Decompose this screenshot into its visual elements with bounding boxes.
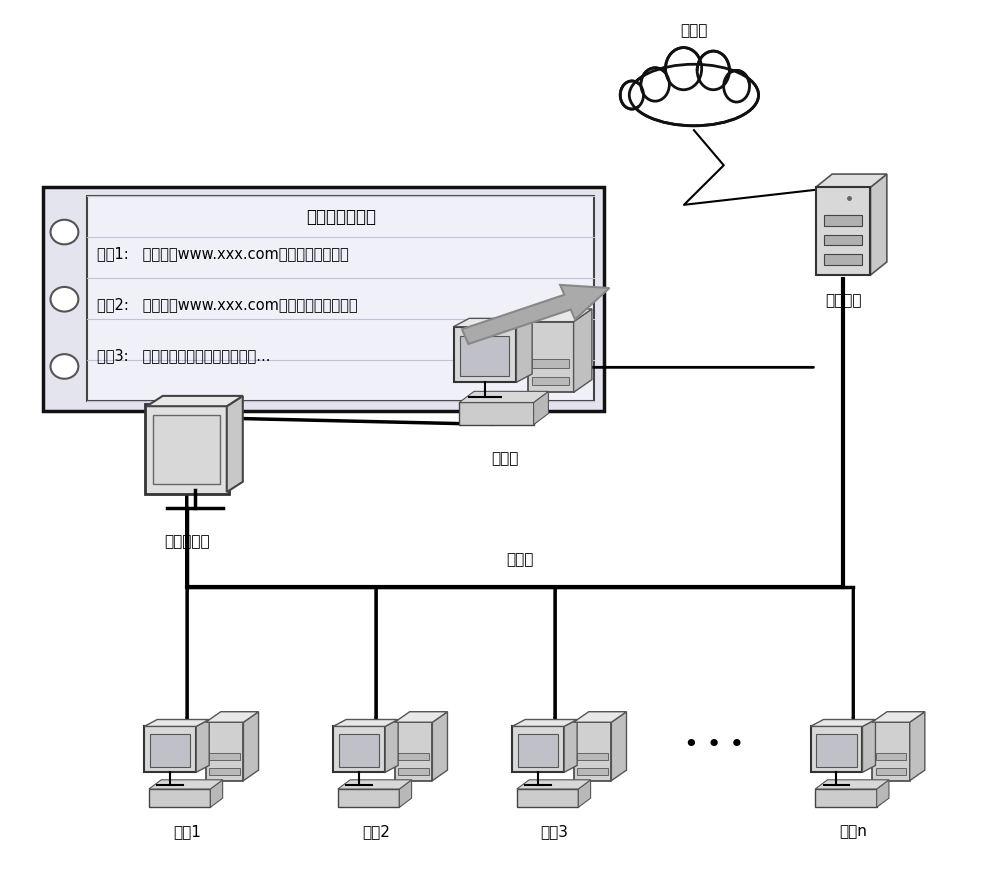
FancyBboxPatch shape xyxy=(206,722,243,781)
Polygon shape xyxy=(196,720,209,773)
Polygon shape xyxy=(877,780,889,807)
FancyBboxPatch shape xyxy=(333,727,385,773)
FancyBboxPatch shape xyxy=(532,377,569,385)
FancyBboxPatch shape xyxy=(338,789,399,807)
Text: 用户2: 用户2 xyxy=(362,824,390,839)
Ellipse shape xyxy=(629,65,759,126)
FancyBboxPatch shape xyxy=(459,402,534,424)
FancyBboxPatch shape xyxy=(518,734,558,766)
FancyBboxPatch shape xyxy=(815,789,877,807)
Circle shape xyxy=(51,354,78,378)
FancyBboxPatch shape xyxy=(574,722,611,781)
Polygon shape xyxy=(862,720,875,773)
FancyBboxPatch shape xyxy=(577,768,608,774)
Polygon shape xyxy=(385,720,398,773)
Text: 客户端: 客户端 xyxy=(506,552,534,568)
Ellipse shape xyxy=(724,71,750,102)
FancyBboxPatch shape xyxy=(454,327,516,382)
Polygon shape xyxy=(395,712,447,722)
Text: • • •: • • • xyxy=(684,733,744,757)
Polygon shape xyxy=(534,392,548,424)
Polygon shape xyxy=(454,318,532,327)
Text: 用户2:   恶意网页www.xxx.com导致系统文件被修改: 用户2: 恶意网页www.xxx.com导致系统文件被修改 xyxy=(97,297,358,312)
FancyBboxPatch shape xyxy=(512,727,564,773)
Text: 用户1:   恶意网页www.xxx.com导致注册表被修改: 用户1: 恶意网页www.xxx.com导致注册表被修改 xyxy=(97,246,349,261)
FancyBboxPatch shape xyxy=(528,322,574,392)
Polygon shape xyxy=(528,309,592,322)
FancyBboxPatch shape xyxy=(876,768,906,774)
Ellipse shape xyxy=(641,68,669,101)
FancyBboxPatch shape xyxy=(460,336,509,376)
Polygon shape xyxy=(147,396,243,407)
Polygon shape xyxy=(611,712,626,781)
Polygon shape xyxy=(459,392,548,402)
FancyBboxPatch shape xyxy=(824,234,862,245)
FancyBboxPatch shape xyxy=(532,359,569,368)
Ellipse shape xyxy=(620,81,643,109)
FancyBboxPatch shape xyxy=(209,753,240,760)
FancyBboxPatch shape xyxy=(149,789,210,807)
FancyBboxPatch shape xyxy=(150,734,190,766)
Polygon shape xyxy=(227,396,243,492)
FancyBboxPatch shape xyxy=(398,768,429,774)
FancyBboxPatch shape xyxy=(876,753,906,760)
FancyBboxPatch shape xyxy=(811,727,862,773)
Polygon shape xyxy=(149,780,223,789)
Ellipse shape xyxy=(665,48,702,90)
Polygon shape xyxy=(811,720,875,727)
Polygon shape xyxy=(574,309,592,392)
FancyBboxPatch shape xyxy=(87,196,594,400)
Circle shape xyxy=(51,287,78,311)
Polygon shape xyxy=(462,285,609,344)
FancyBboxPatch shape xyxy=(153,415,220,484)
Polygon shape xyxy=(144,720,209,727)
Polygon shape xyxy=(243,712,259,781)
FancyBboxPatch shape xyxy=(824,254,862,264)
FancyBboxPatch shape xyxy=(144,727,196,773)
Text: 用户3: 用户3 xyxy=(541,824,569,839)
FancyBboxPatch shape xyxy=(872,722,910,781)
Text: 互联网: 互联网 xyxy=(680,23,708,38)
Polygon shape xyxy=(517,780,591,789)
Polygon shape xyxy=(512,720,577,727)
Polygon shape xyxy=(578,780,591,807)
Text: 安全网关: 安全网关 xyxy=(825,293,861,308)
Text: 控制台: 控制台 xyxy=(491,451,519,466)
Polygon shape xyxy=(870,174,887,275)
FancyBboxPatch shape xyxy=(824,216,862,226)
Polygon shape xyxy=(815,780,889,789)
Text: 客户端沙盒: 客户端沙盒 xyxy=(164,534,210,549)
Text: 局域网安全记录: 局域网安全记录 xyxy=(306,208,376,225)
FancyBboxPatch shape xyxy=(395,722,432,781)
FancyBboxPatch shape xyxy=(339,734,379,766)
Polygon shape xyxy=(338,780,412,789)
FancyBboxPatch shape xyxy=(816,187,870,275)
Polygon shape xyxy=(910,712,925,781)
Circle shape xyxy=(51,220,78,244)
Polygon shape xyxy=(333,720,398,727)
FancyBboxPatch shape xyxy=(517,789,578,807)
FancyBboxPatch shape xyxy=(398,753,429,760)
Text: 用户1: 用户1 xyxy=(173,824,201,839)
Polygon shape xyxy=(516,318,532,382)
FancyBboxPatch shape xyxy=(43,187,604,411)
FancyBboxPatch shape xyxy=(577,753,608,760)
Polygon shape xyxy=(816,174,887,187)
Ellipse shape xyxy=(633,71,755,119)
Polygon shape xyxy=(206,712,259,722)
FancyBboxPatch shape xyxy=(209,768,240,774)
Text: 用户3:   恶意程序导致系统文件被篡改...: 用户3: 恶意程序导致系统文件被篡改... xyxy=(97,348,271,363)
Polygon shape xyxy=(399,780,412,807)
Text: 用户n: 用户n xyxy=(839,824,867,839)
FancyBboxPatch shape xyxy=(145,405,229,494)
Polygon shape xyxy=(564,720,577,773)
Ellipse shape xyxy=(697,51,729,90)
Polygon shape xyxy=(432,712,447,781)
Polygon shape xyxy=(872,712,925,722)
FancyBboxPatch shape xyxy=(816,734,857,766)
Polygon shape xyxy=(210,780,223,807)
Polygon shape xyxy=(574,712,626,722)
